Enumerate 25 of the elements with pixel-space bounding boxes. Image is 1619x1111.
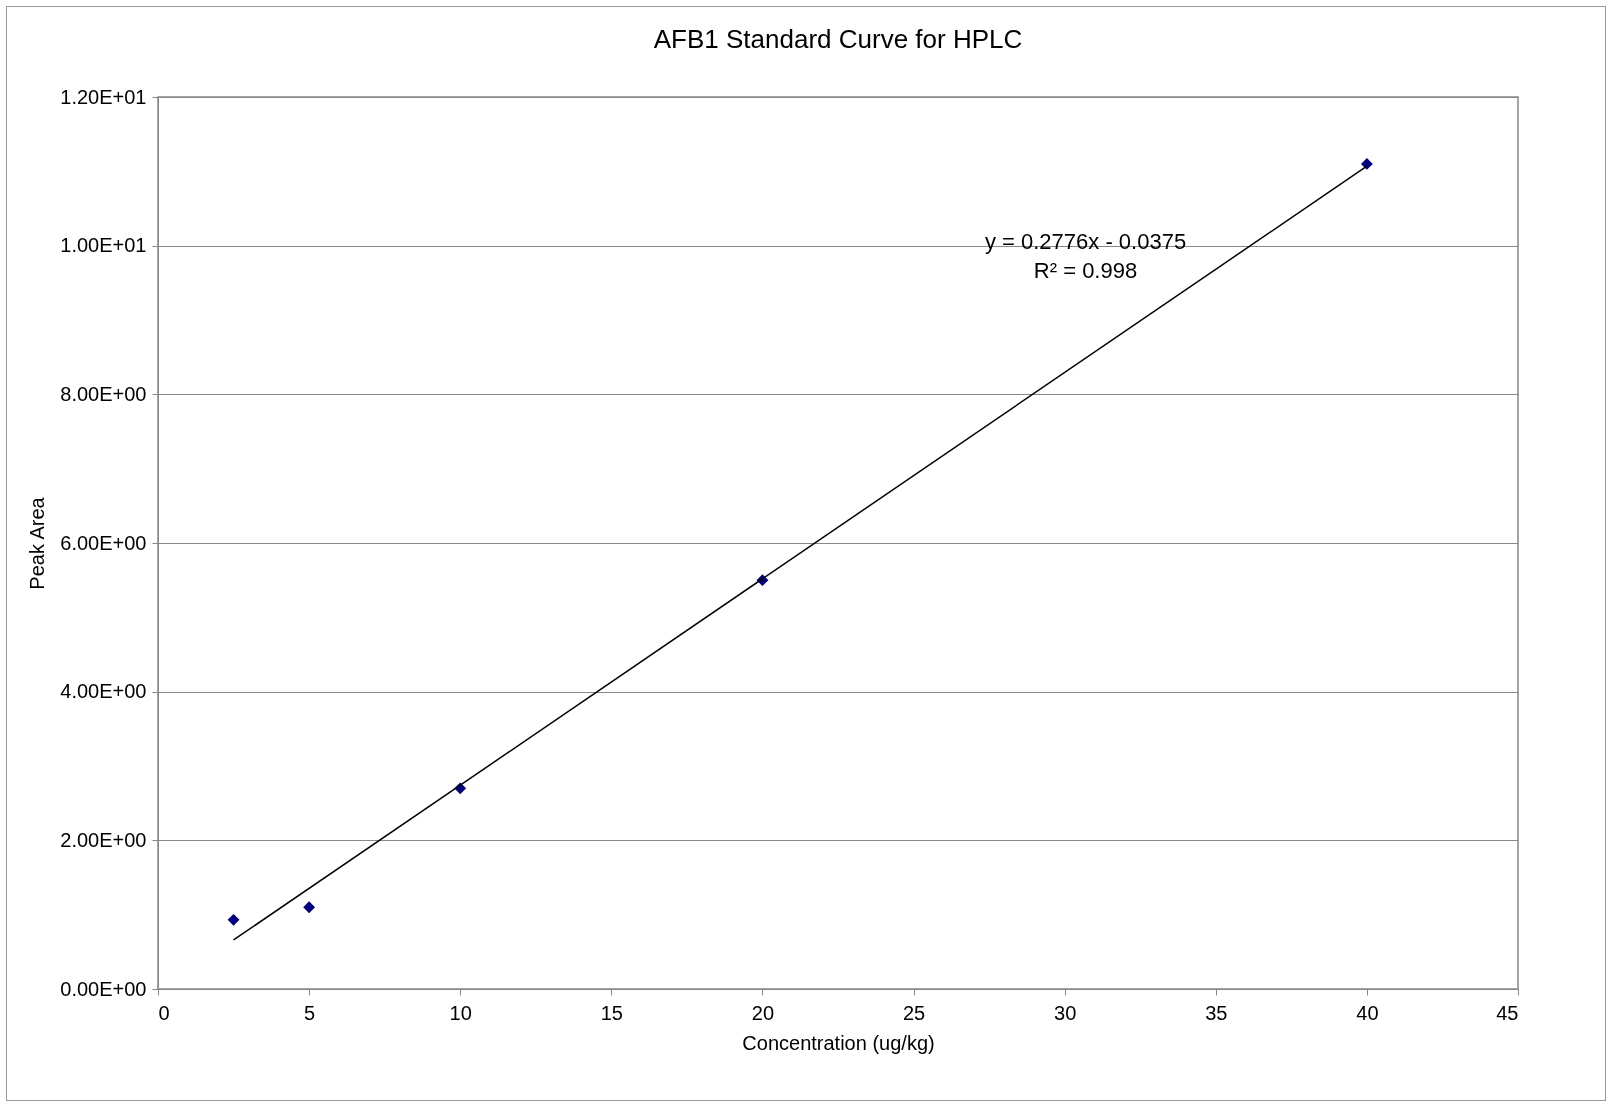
y-axis-title: Peak Area [26,496,49,590]
y-tick-label: 1.20E+01 [60,85,147,108]
x-tick-label: 25 [902,1001,926,1024]
chart-title: AFB1 Standard Curve for HPLC [653,24,1023,54]
annotation: R² = 0.998 [1033,257,1138,283]
point [303,901,316,914]
x-tick-label: 0 [158,1001,170,1024]
point [1360,157,1373,170]
x-tick-label: 45 [1496,1001,1519,1024]
y-tick-label: 2.00E+00 [60,828,147,851]
x-axis-title: Concentration (ug/kg) [742,1031,935,1054]
x-tick-label: 40 [1356,1001,1379,1024]
x-tick-label: 30 [1054,1001,1077,1024]
x-tick-label: 5 [304,1001,316,1024]
y-tick-label: 6.00E+00 [60,531,147,554]
y-tick-label: 1.00E+01 [60,234,147,257]
x-tick-label: 15 [600,1001,623,1024]
annotation: y = 0.2776x - 0.0375 [984,228,1187,254]
y-tick-label: 8.00E+00 [60,382,147,405]
y-tick-label: 0.00E+00 [60,977,147,1000]
point [227,913,240,926]
y-tick-label: 4.00E+00 [60,680,147,703]
x-tick-label: 10 [449,1001,472,1024]
x-tick-label: 35 [1205,1001,1228,1024]
x-tick-label: 20 [751,1001,775,1024]
